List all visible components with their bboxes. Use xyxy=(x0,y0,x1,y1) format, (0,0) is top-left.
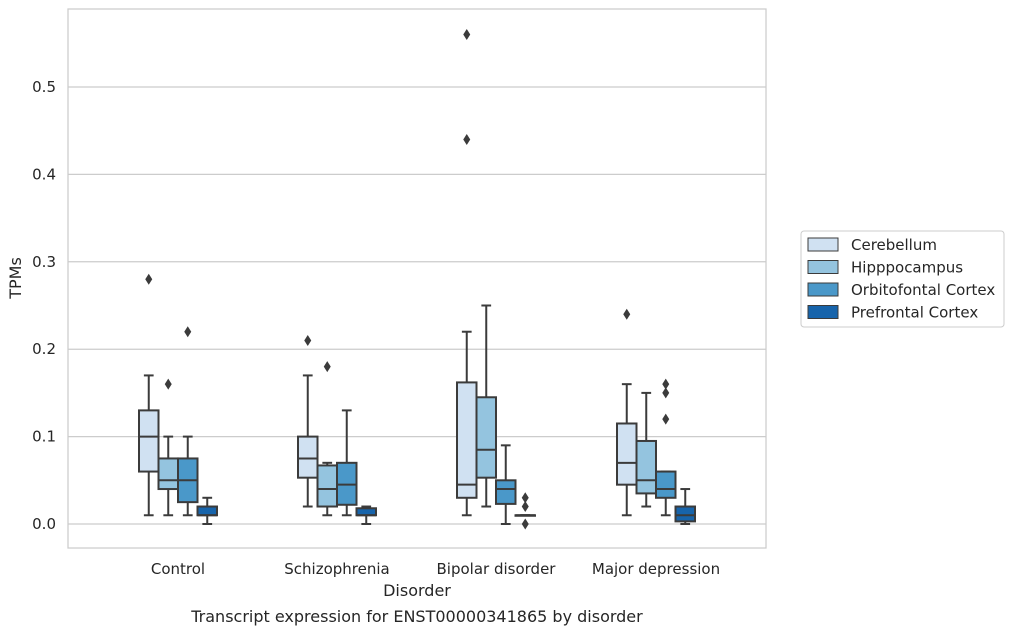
plot-area-frame xyxy=(67,8,767,549)
box xyxy=(196,505,218,517)
box-group xyxy=(196,496,218,525)
box-group xyxy=(177,326,199,517)
box xyxy=(475,396,497,479)
box xyxy=(655,470,677,499)
box-group xyxy=(655,378,677,517)
box-group xyxy=(635,391,657,508)
legend-swatch xyxy=(807,305,839,319)
box-group xyxy=(674,488,696,525)
box xyxy=(616,422,638,486)
legend: Cerebellum Hipppocampus Orbitofontal Corte… xyxy=(800,230,1005,328)
legend-frame xyxy=(800,230,1005,328)
y-axis-label: TPMs xyxy=(6,257,25,300)
legend-swatch xyxy=(807,260,839,274)
y-tick-label: 0.1 xyxy=(32,428,56,446)
box xyxy=(297,435,319,479)
x-tick-label: Major depression xyxy=(592,560,720,578)
box xyxy=(355,507,377,517)
x-axis-ticks: Control Schizophrenia Bipolar disorder Majo… xyxy=(151,560,720,578)
outlier-point xyxy=(463,29,471,41)
legend-label: Hipppocampus xyxy=(851,259,963,277)
box-group xyxy=(456,29,478,517)
outlier-point xyxy=(521,501,529,513)
outlier-point xyxy=(521,518,529,530)
box-group xyxy=(495,444,517,525)
box xyxy=(456,381,478,499)
outlier-point xyxy=(662,378,670,390)
box-group xyxy=(138,273,160,517)
box-group xyxy=(297,334,319,508)
box-group xyxy=(514,492,536,530)
box-group xyxy=(316,361,338,517)
outlier-point xyxy=(323,361,331,373)
box xyxy=(495,479,517,505)
x-tick-label: Bipolar disorder xyxy=(437,560,557,578)
box xyxy=(157,457,179,491)
x-tick-label: Control xyxy=(151,560,205,578)
x-tick-label: Schizophrenia xyxy=(284,560,389,578)
box-group xyxy=(336,409,358,517)
boxes-layer xyxy=(138,29,696,530)
outlier-point xyxy=(463,133,471,145)
outlier-point xyxy=(662,413,670,425)
figure-caption: Transcript expression for ENST0000034186… xyxy=(190,607,643,626)
legend-swatch xyxy=(807,282,839,297)
x-axis-label: Disorder xyxy=(383,581,451,600)
legend-label: Prefrontal Cortex xyxy=(851,304,978,322)
outlier-point xyxy=(184,326,192,338)
box xyxy=(674,505,696,523)
y-tick-label: 0.3 xyxy=(32,253,56,271)
outlier-point xyxy=(304,334,312,346)
outlier-point xyxy=(145,273,153,285)
box-group xyxy=(616,308,638,517)
outlier-point xyxy=(164,378,172,390)
outlier-point xyxy=(662,387,670,399)
y-tick-label: 0.4 xyxy=(32,165,56,183)
box xyxy=(138,409,160,473)
box xyxy=(316,464,338,508)
legend-swatch xyxy=(807,237,839,252)
legend-label: Orbitofontal Cortex xyxy=(851,281,995,299)
box-group xyxy=(475,304,497,508)
outlier-point xyxy=(521,492,529,504)
box-group xyxy=(157,378,179,517)
y-tick-label: 0.0 xyxy=(32,515,56,533)
outlier-point xyxy=(623,308,631,320)
y-tick-label: 0.5 xyxy=(32,78,56,96)
y-tick-label: 0.2 xyxy=(32,340,56,358)
y-axis-ticks: 0.0 0.1 0.2 0.3 0.4 0.5 xyxy=(32,78,56,533)
box-group xyxy=(355,505,377,525)
box xyxy=(635,439,657,495)
legend-label: Cerebellum xyxy=(851,236,937,254)
